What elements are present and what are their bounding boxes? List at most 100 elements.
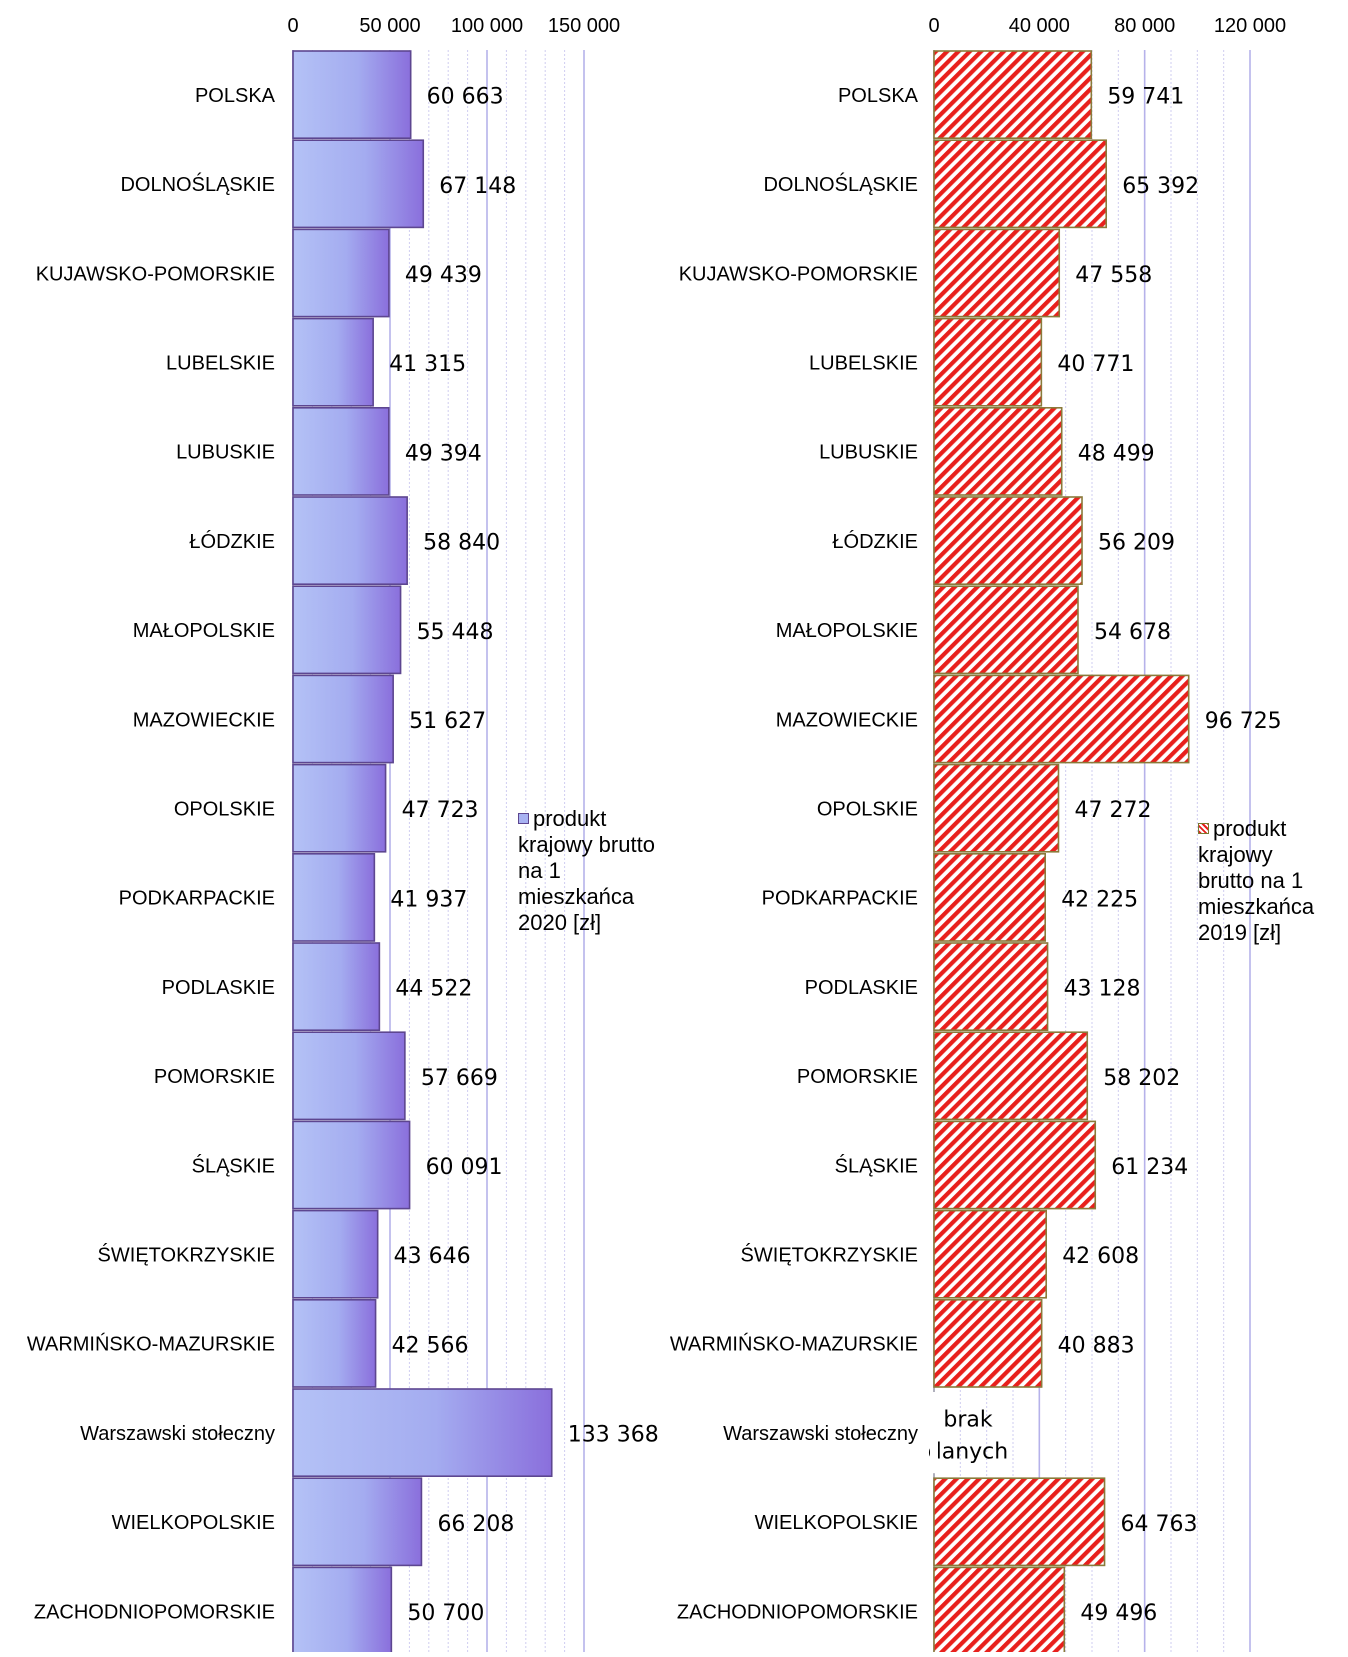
category-label-dolnoslaskie: DOLNOŚLĄSKIE [120, 172, 275, 196]
category-label-swietokrzyskie: ŚWIĘTOKRZYSKIE [741, 1242, 918, 1266]
data-label-2020-lubuskie: 49 394 [405, 441, 482, 466]
category-label-slaskie: ŚLĄSKIE [835, 1153, 918, 1177]
bar-2020-mazowieckie [292, 674, 394, 764]
category-label-malopolskie: MAŁOPOLSKIE [776, 620, 918, 642]
bar-2019-swietokrzyskie [933, 1209, 1048, 1299]
bar-2019-dolnoslaskie [933, 139, 1107, 229]
data-label-2019-lubelskie: 40 771 [1057, 352, 1134, 377]
category-label-wielkopolskie: WIELKOPOLSKIE [755, 1512, 918, 1534]
bar-2019-slaskie [933, 1120, 1097, 1210]
data-label-2019-podlaskie: 43 128 [1064, 977, 1141, 1002]
category-label-podkarpackie: PODKARPACKIE [762, 888, 918, 910]
data-label-2020-lodzkie: 58 840 [423, 531, 500, 556]
x-tick-label: 120 000 [1214, 15, 1286, 37]
bar-2020-slaskie [292, 1120, 411, 1210]
category-label-slaskie: ŚLĄSKIE [192, 1153, 275, 1177]
data-label-2019-pomorskie: 58 202 [1103, 1066, 1180, 1091]
category-label-kujawsko-pomorskie: KUJAWSKO-POMORSKIE [36, 263, 275, 285]
category-label-opolskie: OPOLSKIE [817, 798, 918, 820]
data-label-line: brak [943, 1408, 992, 1433]
legend-2019: produkt krajowy brutto na 1 mieszkańca 2… [1198, 816, 1348, 946]
legend-label-2020: produkt krajowy brutto na 1 mieszkańca 2… [518, 806, 655, 935]
bar-2019-lodzkie [933, 496, 1083, 585]
x-tick-label: 150 000 [548, 15, 620, 37]
data-label-2020-polska: 60 663 [427, 85, 504, 110]
category-label-lodzkie: ŁÓDZKIE [832, 530, 918, 553]
chart-2019: 0 40 000 80 000 120 000 POLSKA 59 741 DOLNOŚLĄ… [670, 15, 1286, 1656]
category-label-mazowieckie: MAZOWIECKIE [133, 709, 275, 731]
bar-2020-warminsko-mazurskie [292, 1299, 377, 1388]
data-label-2019-polska: 59 741 [1107, 85, 1184, 110]
data-label-2019-kujawsko-pomorskie: 47 558 [1075, 263, 1152, 288]
data-label-2020-kujawsko-pomorskie: 49 439 [405, 263, 482, 288]
bar-2020-polska [292, 50, 412, 139]
bar-2019-malopolskie [933, 585, 1079, 675]
data-label-2019-slaskie: 61 234 [1111, 1155, 1188, 1180]
category-label-mazowieckie: MAZOWIECKIE [776, 709, 918, 731]
data-label-2020-wielkopolskie: 66 208 [437, 1512, 514, 1537]
bar-2020-dolnoslaskie [292, 139, 425, 229]
bar-2020-warszawski-stoleczny [292, 1388, 553, 1477]
legend-2020: produkt krajowy brutto na 1 mieszkańca 2… [518, 806, 688, 936]
legend-label-2019: produkt krajowy brutto na 1 mieszkańca 2… [1198, 816, 1315, 945]
category-label-swietokrzyskie: ŚWIĘTOKRZYSKIE [98, 1242, 275, 1266]
bar-2019-wielkopolskie [933, 1477, 1106, 1567]
data-label-2020-pomorskie: 57 669 [421, 1066, 498, 1091]
data-label-2019-podkarpackie: 42 225 [1061, 887, 1138, 912]
bar-2020-lodzkie [292, 496, 408, 585]
bar-2020-lubuskie [292, 406, 390, 496]
bar-2019-pomorskie [933, 1031, 1089, 1121]
category-label-pomorskie: POMORSKIE [154, 1066, 275, 1088]
bar-2020-wielkopolskie [292, 1477, 423, 1567]
data-label-2019-malopolskie: 54 678 [1094, 620, 1171, 645]
data-label-2019-lubuskie: 48 499 [1078, 441, 1155, 466]
category-label-lubuskie: LUBUSKIE [176, 442, 275, 464]
bar-2020-kujawsko-pomorskie [292, 228, 390, 318]
data-label-2019-wielkopolskie: 64 763 [1121, 1512, 1198, 1537]
category-label-podkarpackie: PODKARPACKIE [119, 888, 275, 910]
category-label-kujawsko-pomorskie: KUJAWSKO-POMORSKIE [679, 263, 918, 285]
bar-2020-pomorskie [292, 1031, 406, 1121]
x-tick-label: 50 000 [359, 15, 420, 37]
x-tick-label: 80 000 [1114, 15, 1175, 37]
bar-2019-lubelskie [933, 317, 1043, 407]
data-label-2019-dolnoslaskie: 65 392 [1122, 174, 1199, 199]
data-label-2020-opolskie: 47 723 [402, 798, 479, 823]
chart-2020: 0 50 000 100 000 150 000 POLSKA 60 663 DOLNOŚL… [27, 15, 659, 1656]
data-label-2020-swietokrzyskie: 43 646 [394, 1244, 471, 1269]
data-label-2020-lubelskie: 41 315 [389, 352, 466, 377]
data-label-2019-swietokrzyskie: 42 608 [1062, 1244, 1139, 1269]
bar-2019-opolskie [933, 763, 1060, 853]
category-label-warszawski-stoleczny: Warszawski stołeczny [723, 1423, 918, 1445]
category-label-lubuskie: LUBUSKIE [819, 442, 918, 464]
bar-2020-malopolskie [292, 585, 402, 675]
data-label-2020-warminsko-mazurskie: 42 566 [392, 1333, 469, 1358]
data-label-2019-warszawski-stoleczny: brak danych [928, 1408, 1008, 1465]
category-label-podlaskie: PODLASKIE [805, 977, 918, 999]
bar-2020-zachodniopomorskie [292, 1566, 393, 1656]
category-label-polska: POLSKA [838, 85, 919, 107]
category-label-dolnoslaskie: DOLNOŚLĄSKIE [763, 172, 918, 196]
data-label-2020-malopolskie: 55 448 [417, 620, 494, 645]
category-label-zachodniopomorskie: ZACHODNIOPOMORSKIE [34, 1601, 275, 1623]
category-label-zachodniopomorskie: ZACHODNIOPOMORSKIE [677, 1601, 918, 1623]
bar-2019-podkarpackie [933, 852, 1046, 942]
category-label-warminsko-mazurskie: WARMIŃSKO-MAZURSKIE [670, 1333, 918, 1356]
data-label-line: danych [928, 1440, 1008, 1465]
data-label-2020-slaskie: 60 091 [426, 1155, 503, 1180]
bar-2019-polska [933, 50, 1093, 139]
legend-swatch-2019 [1198, 823, 1209, 834]
bar-2020-lubelskie [292, 317, 374, 407]
data-label-2019-lodzkie: 56 209 [1098, 531, 1175, 556]
bar-2019-warminsko-mazurskie [933, 1299, 1043, 1388]
data-label-2019-mazowieckie: 96 725 [1205, 709, 1282, 734]
bar-2019-mazowieckie [933, 674, 1190, 764]
bar-2019-lubuskie [933, 406, 1063, 496]
category-label-polska: POLSKA [195, 85, 276, 107]
data-label-2020-podkarpackie: 41 937 [390, 887, 467, 912]
data-label-2020-zachodniopomorskie: 50 700 [407, 1601, 484, 1626]
data-label-2020-podlaskie: 44 522 [395, 977, 472, 1002]
x-tick-label: 0 [287, 15, 298, 37]
